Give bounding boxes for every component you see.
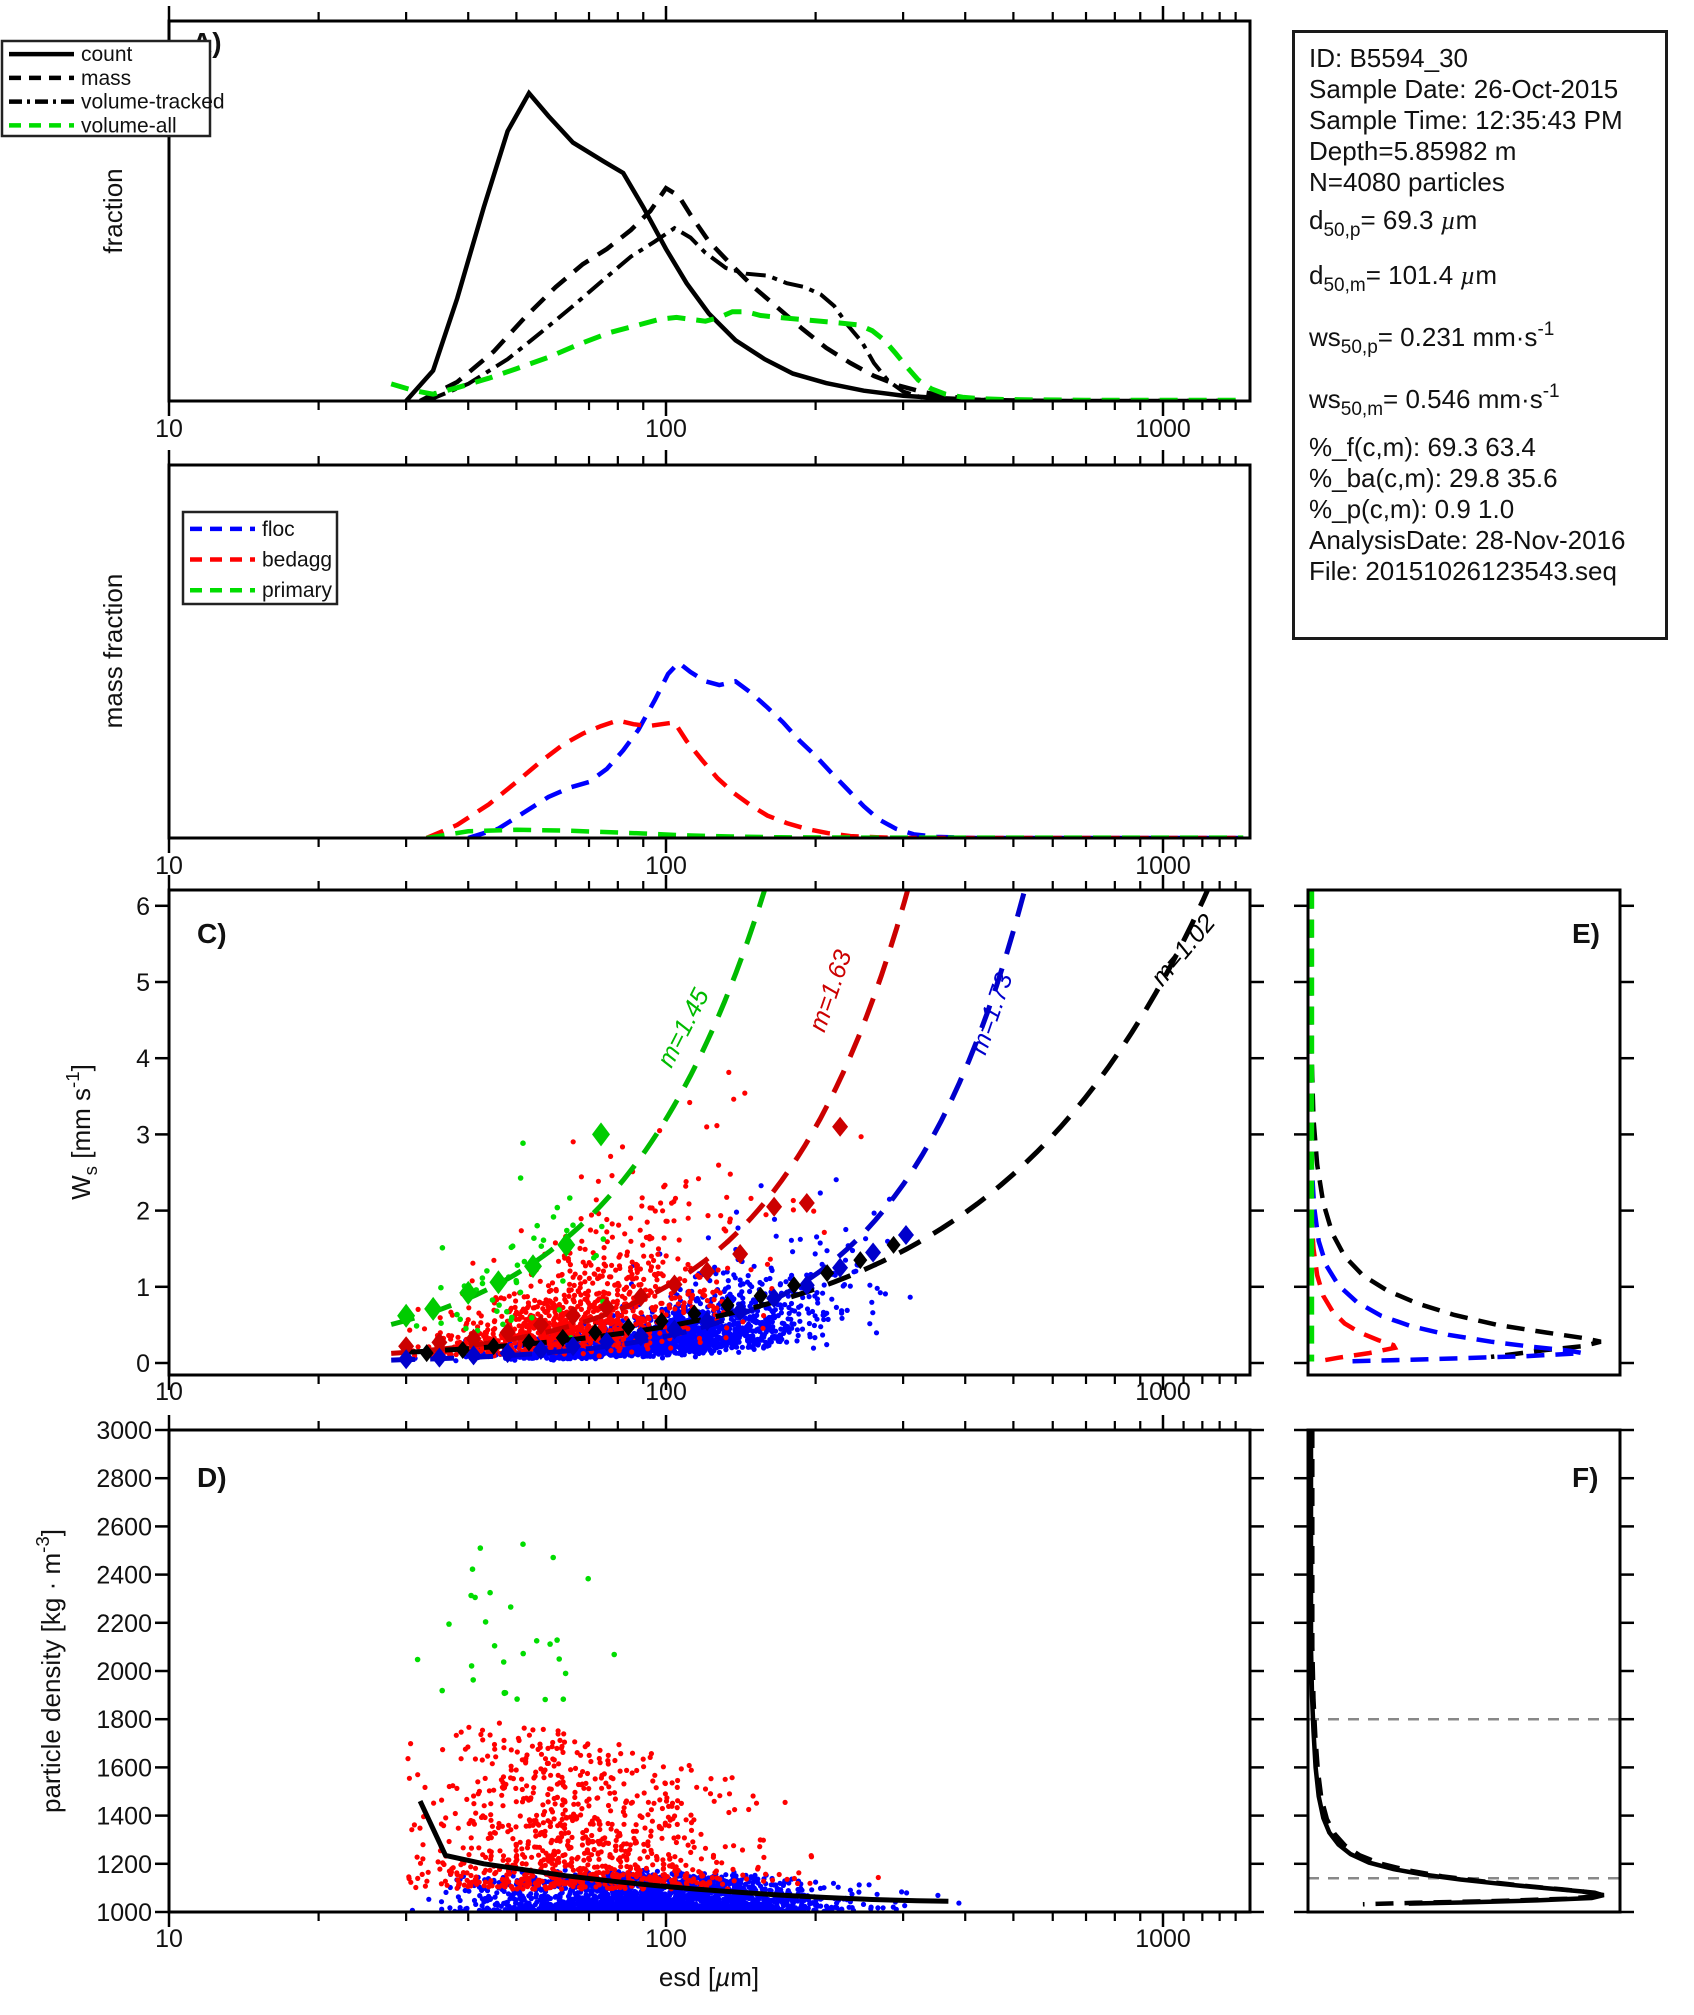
info-line: d50,m= 101.4 µm [1309,260,1498,296]
x-tick-label: 100 [645,415,687,443]
y-tick-label: 3000 [96,1417,152,1445]
info-line: %_f(c,m): 69.3 63.4 [1309,432,1536,462]
y-tick-label: 1400 [96,1803,152,1831]
series-bedagg [425,718,1244,837]
series-floc [467,659,1244,837]
info-line: ws50,m= 0.546 mm·s-1 [1309,381,1560,420]
fit-label-bedagg-fit: m=1.63 [804,946,858,1035]
panel-C: m=1.45 m=1.63 m=1.73 m=1.02 0 1 2 3 4 5 6 Ws [mm s-… [62,875,1264,1390]
info-line: File: 20151026123543.seq [1309,556,1617,586]
series-all [1309,891,1602,1360]
legend-label-count: count [81,43,133,66]
legend-label-volume-tracked: volume-tracked [81,91,225,114]
y-tick-label: 0 [136,1350,150,1378]
fit-label-floc-fit: m=1.73 [965,969,1019,1058]
info-line: d50,p= 69.3 µm [1309,205,1478,241]
y-axis-title-B: mass fraction [98,574,128,729]
bedagg-medians [398,1116,849,1357]
y-tick-label: 1600 [96,1754,152,1782]
x-tick-label: 1000 [1135,1925,1191,1953]
info-line: ID: B5594_30 [1309,43,1469,73]
info-box: ID: B5594_30 Sample Date: 26-Oct-2015 Samp… [1292,30,1668,640]
x-tick-label: 10 [155,1925,183,1953]
panel-letter-E: E) [1572,918,1600,949]
fit-curve-floc-fit [391,891,1028,1363]
info-line: N=4080 particles [1309,167,1505,197]
fit-label-all-fit: m=1.02 [1145,909,1221,991]
fit-curve-all-fit [405,891,1210,1355]
y-tick-label: 1800 [96,1706,152,1734]
y-tick-label: 5 [136,969,150,997]
panel-A: fractionA)countmassvolume-trackedvolume-… [0,6,1252,416]
y-tick-label: 2400 [96,1562,152,1590]
panel-letter-C: C) [197,918,227,949]
series-density-dist-dashed [1310,1431,1605,1907]
series-mass [419,185,1236,400]
bedagg-points [405,1069,864,1360]
legend-label-primary: primary [262,579,333,602]
info-line: %_p(c,m): 0.9 1.0 [1309,494,1515,524]
series-density-dist-solid [1309,1431,1605,1906]
legend-label-volume-all: volume-all [81,114,177,137]
y-axis-title-C: Ws [mm s-1] [62,1064,101,1200]
legend-box-B [181,510,339,606]
all-medians [419,1235,901,1363]
info-line: Sample Date: 26-Oct-2015 [1309,74,1619,104]
series-volume-tracked [425,225,1236,400]
series-count [404,89,1236,400]
y-tick-label: 2 [136,1198,150,1226]
series-floc [1309,891,1583,1364]
series-volume-all [390,309,1244,400]
panel-letter-F: F) [1572,1462,1598,1493]
y-tick-label: 2200 [96,1610,152,1638]
y-tick-label: 4 [136,1045,150,1073]
y-axis-title-A: fraction [98,168,128,253]
bedagg-points [405,1720,881,1892]
panel-E: E) [1294,888,1634,1377]
info-line: %_ba(c,m): 29.8 35.6 [1309,463,1558,493]
legend-box-A [0,39,212,138]
legend-label-bedagg: bedagg [262,549,332,572]
y-tick-label: 2600 [96,1513,152,1541]
panel-F: F) [1294,1428,1634,1914]
primary-points [414,1541,617,1703]
panel-D: 1000 1200 1400 1600 1800 2000 2200 2400 2600 2800… [32,1415,1264,1927]
x-tick-label: 1000 [1135,415,1191,443]
y-tick-label: 1200 [96,1851,152,1879]
y-tick-label: 3 [136,1121,150,1149]
y-axis-title-D: particle density [kg · m-3] [32,1529,66,1813]
y-tick-label: 1000 [96,1899,152,1927]
y-tick-label: 2000 [96,1658,152,1686]
info-line: ws50,p= 0.231 mm·s-1 [1309,319,1555,358]
legend-label-floc: floc [262,518,295,541]
legend-label-mass: mass [81,67,131,90]
x-axis-title: esd [µm] [659,1962,759,1992]
floc-medians [398,1224,914,1370]
trend-median-density [417,1800,949,1904]
info-line: AnalysisDate: 28-Nov-2016 [1309,525,1626,555]
y-tick-label: 1 [136,1274,150,1302]
info-line: Depth=5.85982 m [1309,136,1517,166]
x-tick-label: 100 [645,1925,687,1953]
panel-letter-D: D) [197,1462,227,1493]
x-tick-label: 10 [155,415,183,443]
y-tick-label: 6 [136,893,150,921]
y-tick-label: 2800 [96,1465,152,1493]
fit-curve-primary-fit [390,891,767,1327]
series-bedagg [1309,891,1399,1364]
fit-curve-bedagg-fit [391,891,911,1356]
series-primary [426,827,1244,837]
primary-medians [397,1122,611,1328]
fit-label-primary-fit: m=1.45 [652,984,715,1072]
info-line: Sample Time: 12:35:43 PM [1309,105,1623,135]
